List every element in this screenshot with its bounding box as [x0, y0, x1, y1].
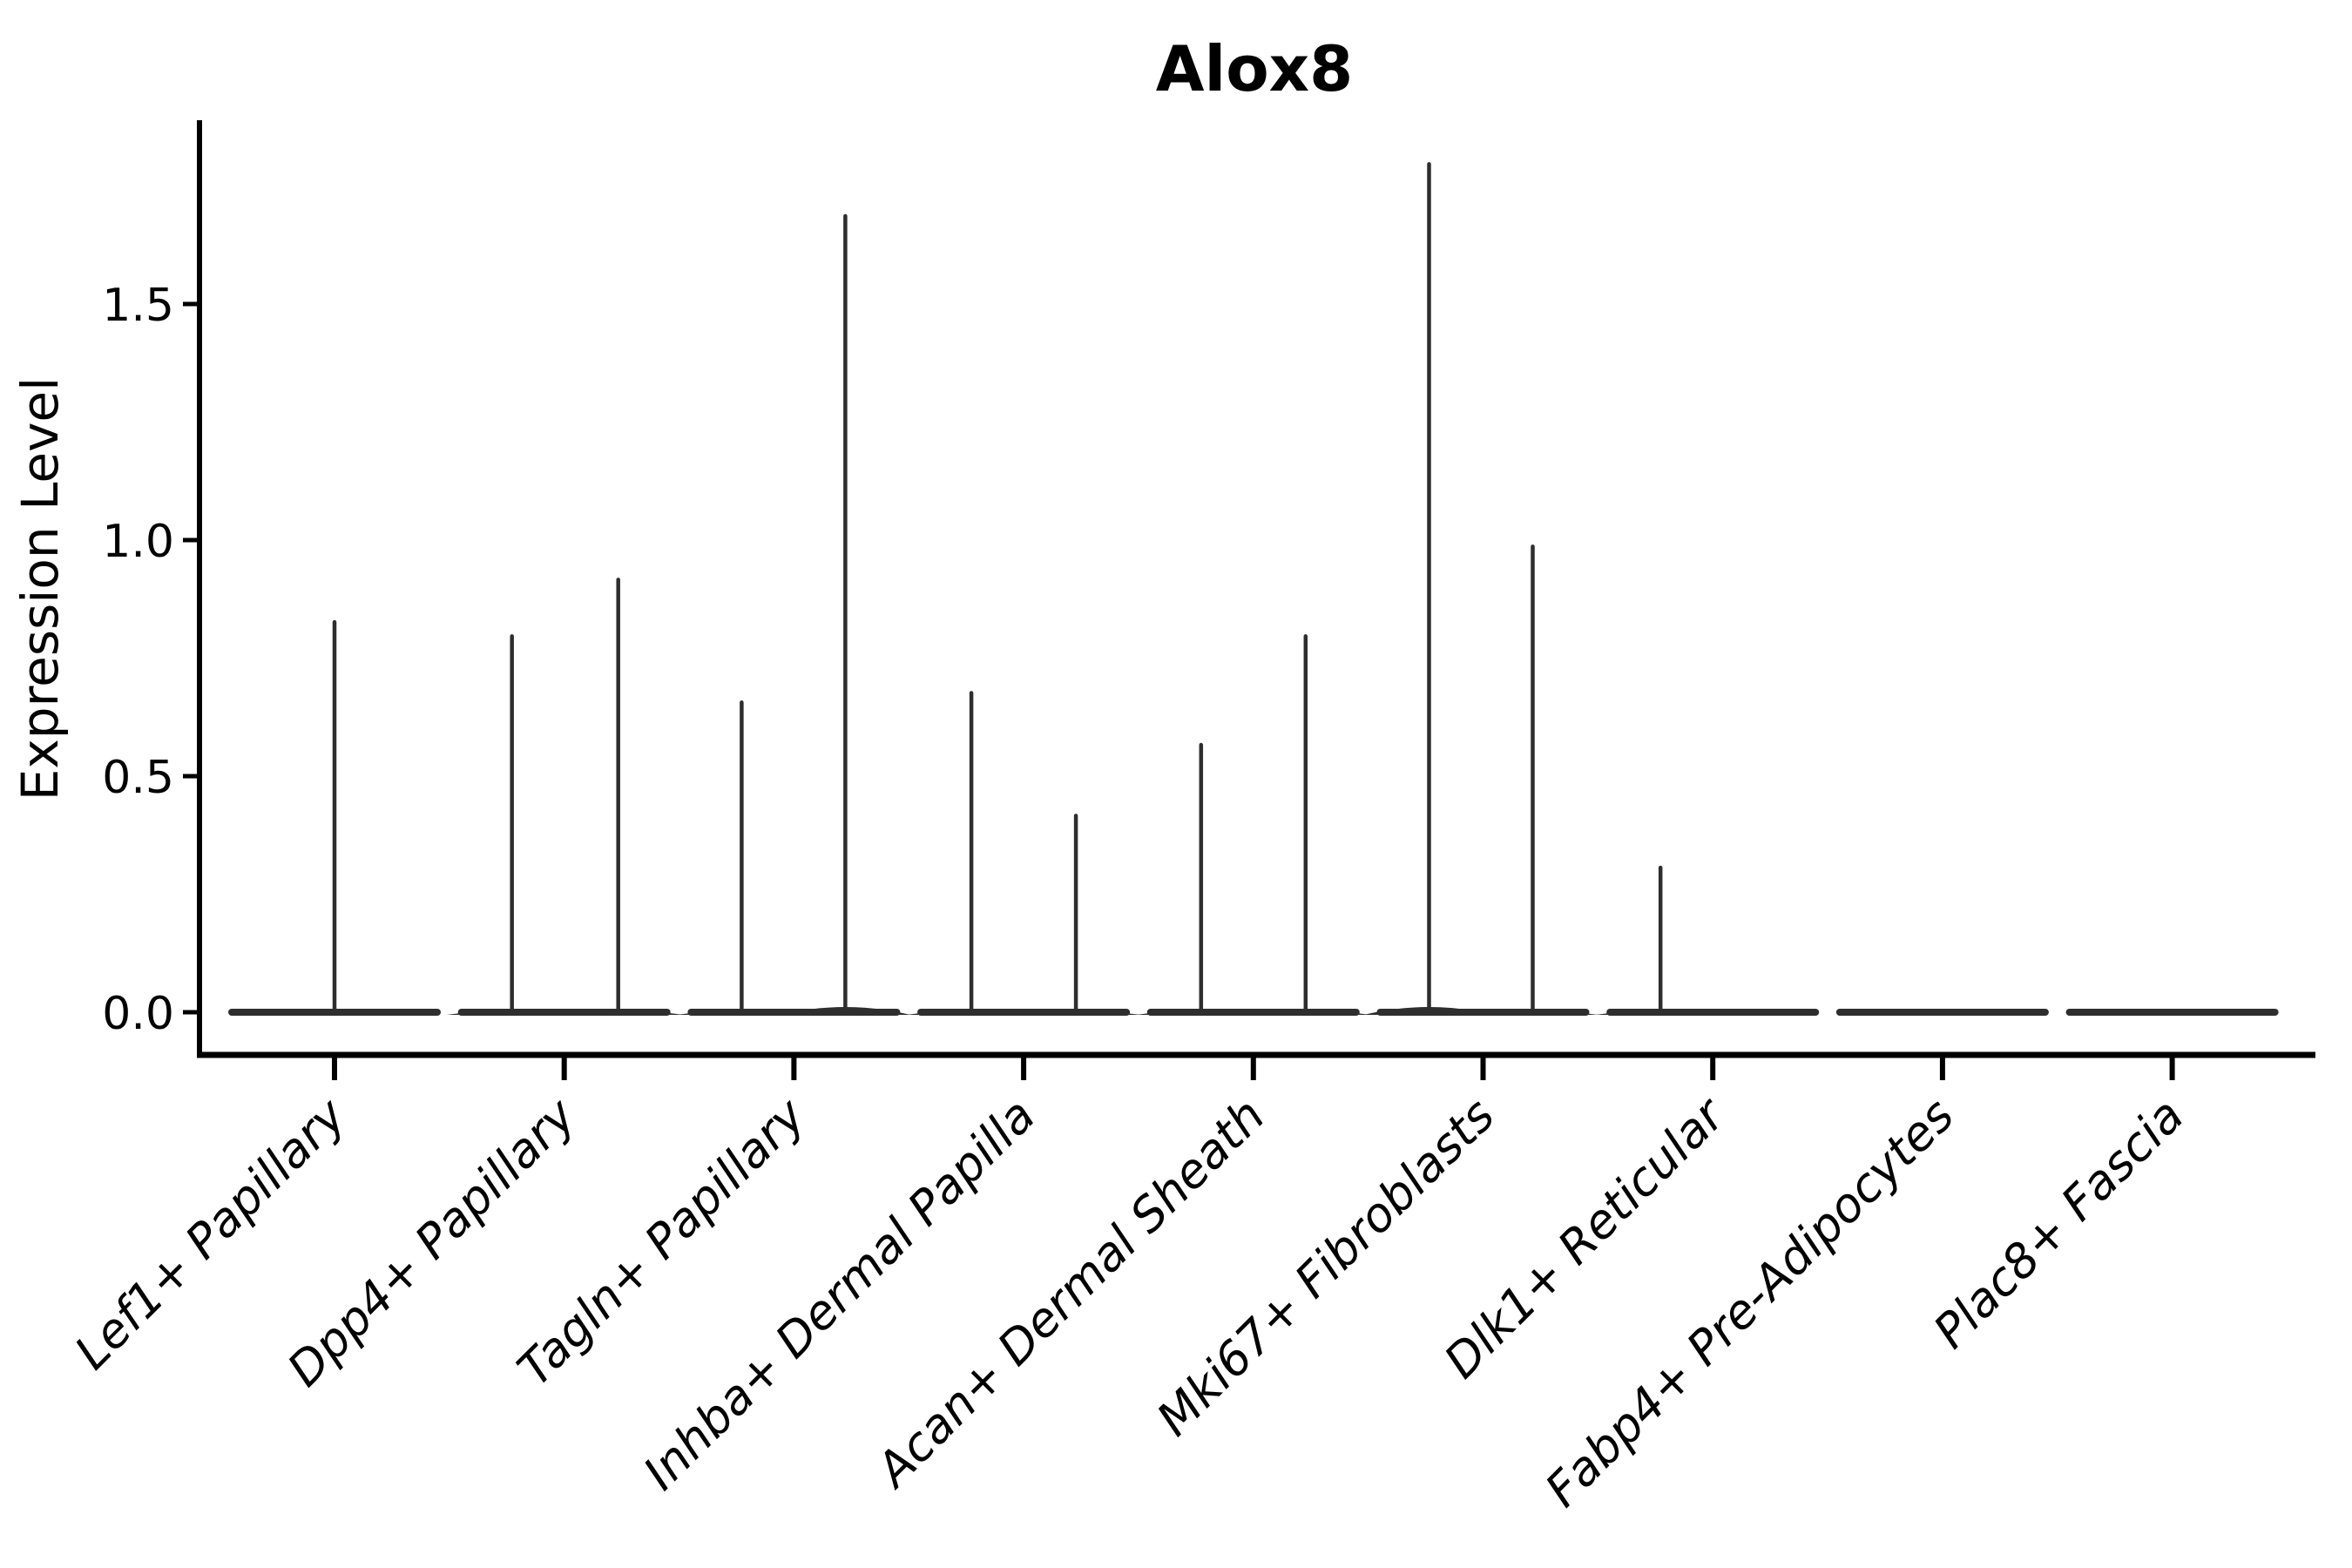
axes	[197, 120, 2315, 1058]
category-label: Fabp4+ Pre-Adipocytes	[1535, 1088, 1964, 1517]
category-violin	[446, 578, 684, 1016]
category-violin	[906, 691, 1142, 1016]
y-tick-label: 1.5	[102, 280, 174, 332]
category-violin	[1363, 162, 1598, 1016]
y-tick-label: 0.0	[102, 988, 174, 1040]
category-label: Plac8+ Fascia	[1923, 1088, 2194, 1359]
y-tick-labels: 0.0 0.5 1.0 1.5	[102, 280, 174, 1040]
chart-title: Alox8	[1156, 32, 1353, 105]
category-violin	[1595, 865, 1820, 1016]
y-tick-label: 1.0	[102, 516, 174, 568]
category-label: Acan+ Dermal Sheath	[864, 1088, 1275, 1499]
category-violin	[676, 213, 911, 1016]
violins	[228, 162, 2279, 1016]
tick-marks	[183, 301, 2175, 1080]
y-axis-label: Expression Level	[10, 377, 70, 801]
y-tick-label: 0.5	[102, 752, 174, 804]
category-violin	[1135, 634, 1371, 1016]
x-tick-labels: Lef1+ Papillary Dpp4+ Papillary Tagln+ P…	[64, 1086, 2194, 1517]
category-label: Inhba+ Dermal Papilla	[632, 1088, 1045, 1501]
category-violin	[228, 619, 441, 1016]
